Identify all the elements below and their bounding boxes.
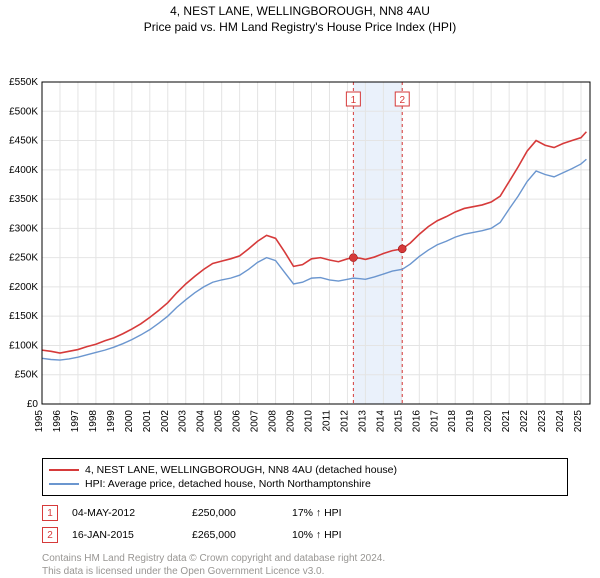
svg-text:2020: 2020 [483, 410, 494, 433]
svg-text:£0: £0 [27, 399, 39, 410]
svg-text:2003: 2003 [178, 410, 189, 433]
svg-text:2007: 2007 [250, 410, 261, 433]
svg-text:2023: 2023 [537, 410, 548, 433]
svg-text:1999: 1999 [106, 410, 117, 433]
svg-text:1996: 1996 [52, 410, 63, 433]
svg-text:£350K: £350K [9, 194, 38, 205]
svg-text:2012: 2012 [339, 410, 350, 433]
legend-label-property: 4, NEST LANE, WELLINGBOROUGH, NN8 4AU (d… [85, 464, 397, 476]
svg-text:2024: 2024 [555, 410, 566, 433]
sale-price: £265,000 [192, 529, 292, 541]
svg-text:2000: 2000 [124, 410, 135, 433]
svg-text:1: 1 [351, 95, 357, 106]
svg-text:£400K: £400K [9, 165, 38, 176]
svg-text:£550K: £550K [9, 77, 38, 88]
svg-text:2010: 2010 [304, 410, 315, 433]
svg-text:2008: 2008 [268, 410, 279, 433]
svg-text:2011: 2011 [321, 410, 332, 432]
svg-text:£50K: £50K [15, 370, 39, 381]
svg-text:2022: 2022 [519, 410, 530, 433]
svg-text:£300K: £300K [9, 223, 38, 234]
svg-text:1995: 1995 [34, 410, 45, 433]
svg-text:2013: 2013 [357, 410, 368, 433]
svg-text:£250K: £250K [9, 253, 38, 264]
legend-item-property: 4, NEST LANE, WELLINGBOROUGH, NN8 4AU (d… [49, 463, 561, 477]
svg-text:2019: 2019 [465, 410, 476, 433]
svg-text:2017: 2017 [429, 410, 440, 433]
legend-item-hpi: HPI: Average price, detached house, Nort… [49, 477, 561, 491]
chart-title-address: 4, NEST LANE, WELLINGBOROUGH, NN8 4AU [0, 4, 600, 18]
sale-delta: 17% ↑ HPI [292, 507, 412, 519]
svg-text:2015: 2015 [393, 410, 404, 433]
svg-text:2021: 2021 [501, 410, 512, 433]
svg-text:1997: 1997 [70, 410, 81, 433]
svg-text:2018: 2018 [447, 410, 458, 433]
sale-marker-1: 1 [42, 505, 58, 521]
legend-label-hpi: HPI: Average price, detached house, Nort… [85, 478, 371, 490]
svg-text:£150K: £150K [9, 311, 38, 322]
svg-text:2: 2 [399, 95, 405, 106]
svg-text:2002: 2002 [160, 410, 171, 433]
svg-text:1998: 1998 [88, 410, 99, 433]
svg-text:£100K: £100K [9, 340, 38, 351]
svg-text:£450K: £450K [9, 136, 38, 147]
svg-text:2005: 2005 [214, 410, 225, 433]
svg-text:2014: 2014 [375, 410, 386, 433]
svg-text:2001: 2001 [142, 410, 153, 433]
sale-row: 1 04-MAY-2012 £250,000 17% ↑ HPI [42, 502, 568, 524]
price-chart: £0 £50K £100K £150K £200K £250K £300K £350K £400… [0, 34, 600, 454]
svg-text:2009: 2009 [286, 410, 297, 433]
sale-row: 2 16-JAN-2015 £265,000 10% ↑ HPI [42, 524, 568, 546]
chart-footer: Contains HM Land Registry data © Crown c… [42, 552, 568, 578]
footer-copyright: Contains HM Land Registry data © Crown c… [42, 552, 568, 565]
svg-text:2006: 2006 [232, 410, 243, 433]
chart-legend: 4, NEST LANE, WELLINGBOROUGH, NN8 4AU (d… [42, 458, 568, 496]
svg-text:£200K: £200K [9, 282, 38, 293]
svg-text:2025: 2025 [573, 410, 584, 433]
legend-swatch-property [49, 469, 79, 471]
legend-swatch-hpi [49, 483, 79, 485]
sale-date: 16-JAN-2015 [72, 529, 192, 541]
chart-title-subtitle: Price paid vs. HM Land Registry's House … [0, 20, 600, 34]
sale-marker-2: 2 [42, 527, 58, 543]
svg-text:2016: 2016 [411, 410, 422, 433]
footer-licence: This data is licensed under the Open Gov… [42, 565, 568, 578]
svg-text:2004: 2004 [196, 410, 207, 433]
sale-date: 04-MAY-2012 [72, 507, 192, 519]
svg-text:£500K: £500K [9, 106, 38, 117]
sale-price: £250,000 [192, 507, 292, 519]
sale-delta: 10% ↑ HPI [292, 529, 412, 541]
